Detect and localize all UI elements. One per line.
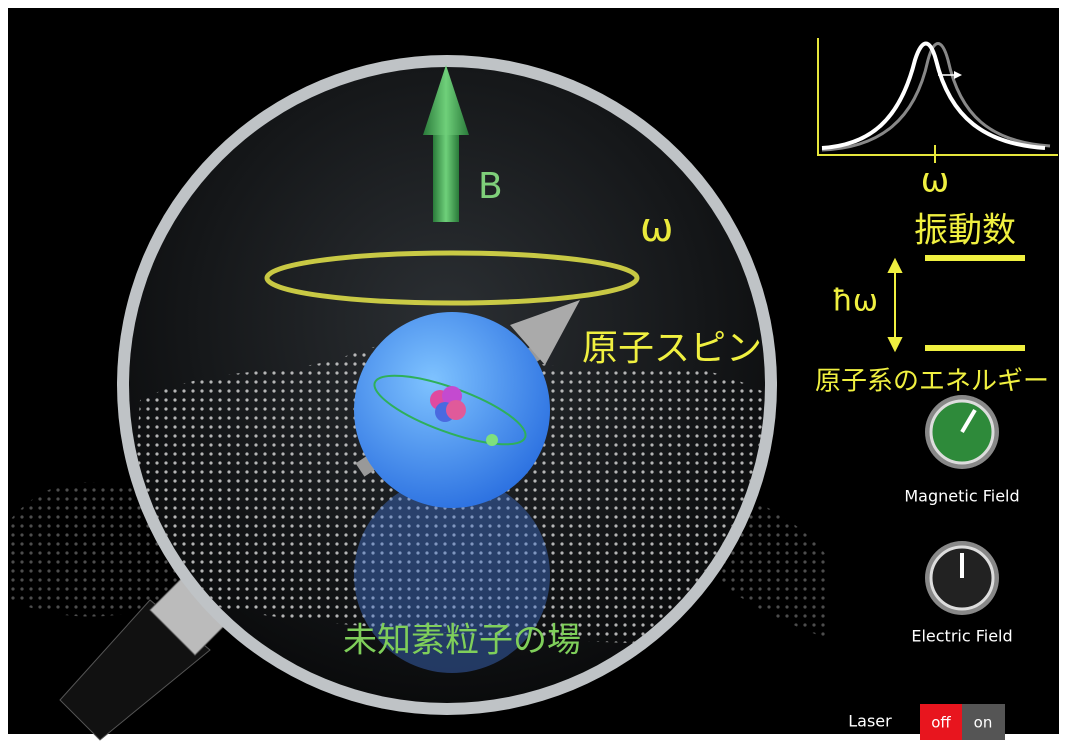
button-label: on xyxy=(974,714,993,732)
knob-label: Electric Field xyxy=(911,627,1012,646)
gap-label: ħω xyxy=(832,284,878,319)
energy-label: 原子系のエネルギー xyxy=(815,367,1049,397)
laser-label: Laser xyxy=(848,712,892,731)
spin-label: 原子スピン xyxy=(582,328,762,369)
field-arrow xyxy=(423,65,469,222)
laser-off-button[interactable] xyxy=(920,704,962,740)
magnetic-field-knob[interactable] xyxy=(925,395,999,469)
knob-label: Magnetic Field xyxy=(904,487,1019,506)
nucleus xyxy=(430,386,466,422)
field-label: B xyxy=(478,166,503,207)
spectrum-graph xyxy=(817,38,1058,163)
field-name: 未知素粒子の場 xyxy=(343,621,581,661)
electron xyxy=(486,434,498,446)
button-label: off xyxy=(931,714,951,732)
frequency-label: 振動数 xyxy=(914,211,1016,251)
sphere-reflection xyxy=(354,477,550,673)
ring-label: ω xyxy=(640,205,674,251)
precession-ring xyxy=(264,250,640,306)
laser-on-button[interactable] xyxy=(962,704,1005,740)
axis-label: ω xyxy=(921,161,949,201)
gap-arrow xyxy=(887,257,903,353)
electric-field-knob[interactable] xyxy=(925,541,999,615)
